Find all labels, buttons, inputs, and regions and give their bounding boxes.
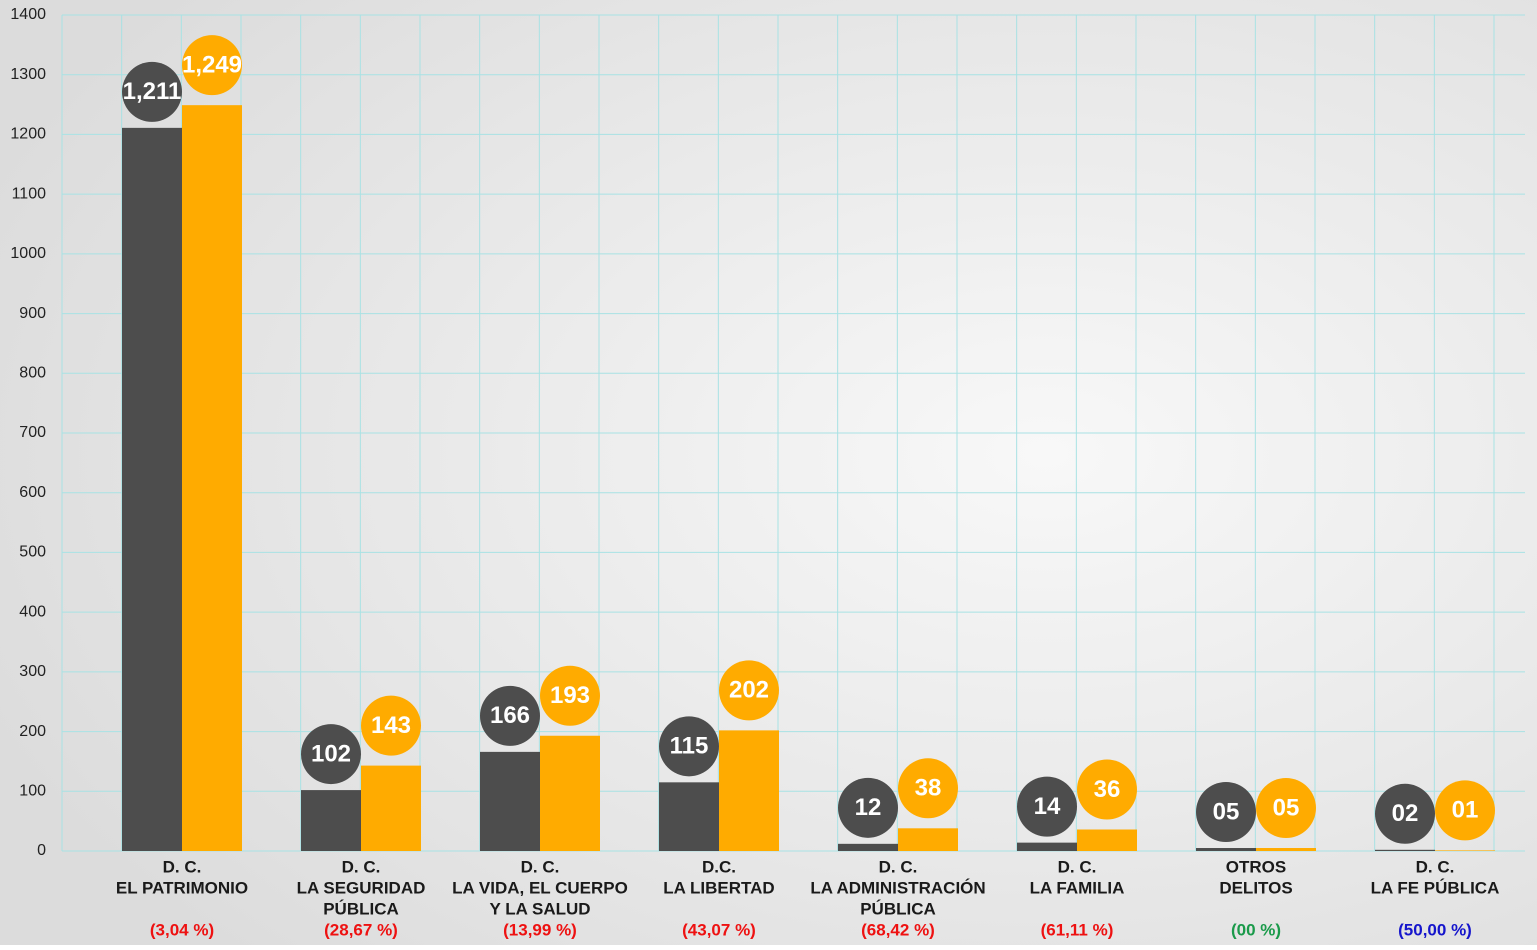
value-badge xyxy=(1077,759,1137,820)
y-tick-label: 600 xyxy=(19,484,46,501)
x-tick-label: LA FAMILIA xyxy=(1030,878,1125,897)
value-badge xyxy=(301,724,361,785)
y-tick-label: 0 xyxy=(37,842,46,859)
value-label: 14 xyxy=(1034,793,1061,820)
y-tick-label: 400 xyxy=(19,603,46,620)
bar xyxy=(361,765,421,851)
y-tick-label: 1000 xyxy=(10,245,46,262)
bar xyxy=(1196,848,1256,851)
value-label: 143 xyxy=(371,712,411,739)
percent-label: (28,67 %) xyxy=(324,920,398,939)
bar xyxy=(182,105,242,851)
value-badge xyxy=(1017,776,1077,837)
x-tick-label: Y LA SALUD xyxy=(489,899,590,918)
value-badge xyxy=(480,685,540,746)
bar xyxy=(540,735,600,851)
y-tick-label: 1400 xyxy=(10,6,46,23)
percent-label: (61,11 %) xyxy=(1041,920,1114,939)
y-tick-label: 900 xyxy=(19,305,46,322)
value-label: 115 xyxy=(670,733,709,760)
x-tick-label: LA VIDA, EL CUERPO xyxy=(452,878,628,897)
bar xyxy=(898,828,958,851)
y-tick-label: 1100 xyxy=(12,185,47,202)
value-badge xyxy=(361,695,421,756)
bar xyxy=(480,751,540,851)
bar xyxy=(838,843,898,851)
x-tick-label: D. C. xyxy=(1058,857,1097,876)
value-badge xyxy=(540,665,600,726)
y-tick-label: 100 xyxy=(19,783,46,800)
value-label: 12 xyxy=(855,794,882,821)
percent-label: (68,42 %) xyxy=(861,920,935,939)
value-badge xyxy=(838,777,898,838)
x-tick-label: LA LIBERTAD xyxy=(663,878,774,897)
value-badge xyxy=(182,35,242,96)
y-tick-label: 700 xyxy=(19,424,46,441)
value-label: 38 xyxy=(915,775,942,802)
value-label: 05 xyxy=(1213,798,1240,825)
percent-label: (3,04 %) xyxy=(150,920,214,939)
value-label: 05 xyxy=(1273,794,1300,821)
x-tick-label: D. C. xyxy=(1416,857,1455,876)
value-label: 1,211 xyxy=(123,78,182,105)
value-label: 36 xyxy=(1094,776,1121,803)
value-badge xyxy=(1196,782,1256,843)
x-tick-label: OTROS xyxy=(1226,857,1286,876)
value-label: 1,249 xyxy=(182,52,242,79)
bar xyxy=(1256,848,1316,851)
bar xyxy=(1077,829,1137,851)
x-tick-label: DELITOS xyxy=(1219,878,1292,897)
percent-label: (50,00 %) xyxy=(1398,920,1472,939)
value-badge xyxy=(898,758,958,819)
value-badge xyxy=(122,61,182,122)
y-tick-label: 1200 xyxy=(10,126,46,143)
value-label: 02 xyxy=(1392,800,1419,827)
value-label: 193 xyxy=(550,682,590,709)
value-badge xyxy=(719,660,779,721)
value-label: 102 xyxy=(311,740,351,767)
value-label: 202 xyxy=(729,677,769,704)
x-tick-label: D. C. xyxy=(879,857,918,876)
y-tick-label: 1300 xyxy=(10,66,46,83)
y-tick-label: 200 xyxy=(19,723,46,740)
x-tick-label: PÚBLICA xyxy=(860,899,936,918)
x-tick-label: PÚBLICA xyxy=(323,899,399,918)
bar xyxy=(301,790,361,851)
x-tick-label: LA ADMINISTRACIÓN xyxy=(810,878,985,897)
bar xyxy=(1435,850,1495,851)
x-tick-label: LA SEGURIDAD xyxy=(297,878,426,897)
x-tick-label: EL PATRIMONIO xyxy=(116,878,248,897)
x-tick-label: D. C. xyxy=(342,857,381,876)
y-tick-label: 500 xyxy=(19,544,46,561)
bar xyxy=(1017,842,1077,851)
value-badge xyxy=(659,716,719,777)
value-badge xyxy=(1256,778,1316,839)
x-tick-label: D. C. xyxy=(163,857,202,876)
value-label: 166 xyxy=(490,702,530,729)
value-badge xyxy=(1435,780,1495,841)
bar xyxy=(719,730,779,851)
percent-label: (13,99 %) xyxy=(503,920,577,939)
y-tick-label: 300 xyxy=(19,663,46,680)
bar xyxy=(1375,849,1435,851)
x-tick-label: D.C. xyxy=(702,857,736,876)
y-tick-label: 800 xyxy=(19,365,46,382)
percent-label: (00 %) xyxy=(1231,920,1281,939)
value-label: 01 xyxy=(1452,797,1479,824)
x-tick-label: LA FE PÚBLICA xyxy=(1371,878,1500,897)
bar xyxy=(659,782,719,851)
value-badge xyxy=(1375,783,1435,844)
bar xyxy=(122,127,182,852)
x-tick-label: D. C. xyxy=(521,857,560,876)
percent-label: (43,07 %) xyxy=(682,920,756,939)
